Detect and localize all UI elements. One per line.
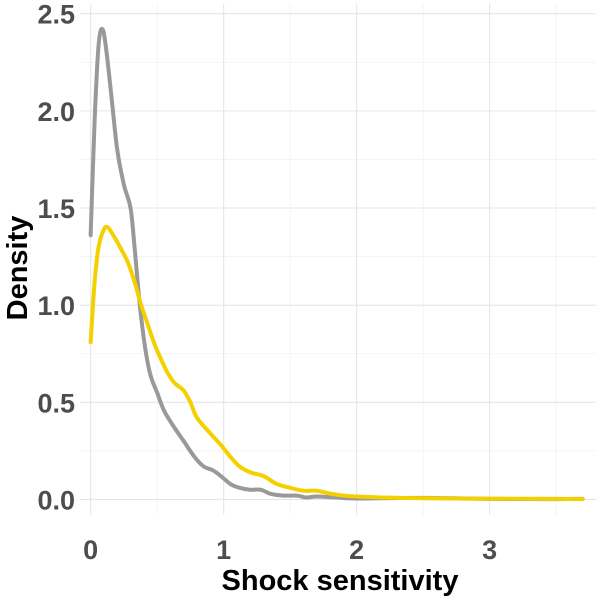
y-tick-label: 0.5 [37,388,75,418]
y-axis-title: Density [2,216,34,321]
y-tick-label: 1.0 [37,291,75,321]
y-tick-label: 0.0 [37,485,75,515]
y-tick-label: 2.0 [37,97,75,127]
grid [80,4,596,515]
density-line-2 [88,224,585,502]
series-lines [88,26,585,502]
x-tick-label: 1 [216,535,231,565]
y-tick-label: 1.5 [37,194,75,224]
density-line-1 [88,26,585,502]
x-tick-label: 2 [349,535,364,565]
x-tick-label: 3 [482,535,497,565]
x-axis-title: Shock sensitivity [222,565,459,597]
y-tick-label: 2.5 [37,0,75,30]
y-tick-labels: 0.0 0.5 1.0 1.5 2.0 2.5 [37,0,75,515]
x-tick-label: 0 [83,535,98,565]
x-tick-labels: 0 1 2 3 [83,535,497,565]
